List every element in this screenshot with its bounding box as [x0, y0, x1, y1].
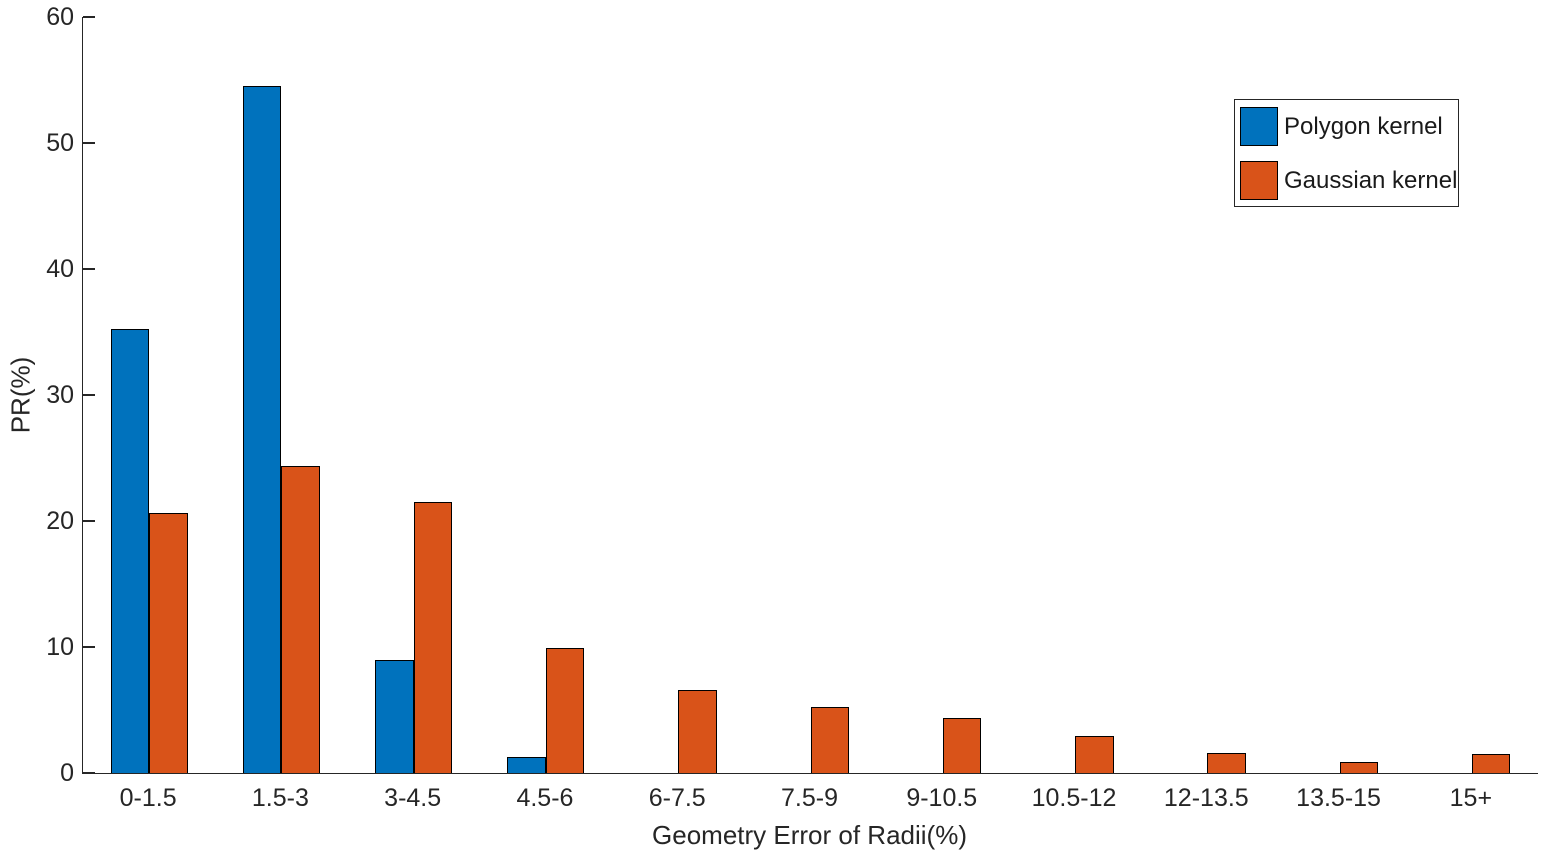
- legend-swatch-gaussian-kernel: [1240, 161, 1278, 200]
- y-axis-tick: [83, 772, 95, 774]
- y-axis-tick: [83, 142, 95, 144]
- bar-gaussian-kernel-12-13.5: [1207, 752, 1246, 773]
- y-tick-label: 20: [46, 507, 74, 535]
- bar-gaussian-kernel-13.5-15: [1339, 761, 1379, 773]
- legend-item: Gaussian kernel: [1235, 154, 1458, 208]
- x-tick-label: 15+: [1449, 784, 1493, 812]
- bar-polygon-kernel-1.5-3: [242, 86, 282, 773]
- bar-polygon-kernel-0-1.5: [110, 329, 150, 773]
- plot-area: [82, 16, 1538, 774]
- y-tick-label: 40: [46, 255, 74, 283]
- legend-label: Polygon kernel: [1284, 113, 1443, 140]
- bar-gaussian-kernel-0-1.5: [149, 513, 188, 773]
- y-axis-tick: [83, 646, 95, 648]
- y-tick-label: 30: [46, 381, 74, 409]
- x-tick-label: 12-13.5: [1163, 784, 1249, 812]
- y-axis-tick: [83, 268, 95, 270]
- x-tick-label: 3-4.5: [384, 784, 442, 812]
- bar-polygon-kernel-3-4.5: [375, 659, 414, 773]
- x-tick-label: 13.5-15: [1296, 784, 1381, 812]
- x-tick-label: 10.5-12: [1031, 784, 1117, 812]
- x-tick-label: 4.5-6: [516, 784, 574, 812]
- y-tick-label: 60: [46, 3, 74, 31]
- bar-gaussian-kernel-15+: [1471, 754, 1511, 773]
- x-tick-label: 6-7.5: [648, 784, 706, 812]
- x-tick-label: 9-10.5: [906, 784, 978, 812]
- x-axis-title: Geometry Error of Radii(%): [652, 820, 967, 850]
- bar-gaussian-kernel-9-10.5: [942, 717, 982, 773]
- legend-swatch-polygon-kernel: [1240, 107, 1278, 146]
- bar-gaussian-kernel-7.5-9: [810, 707, 849, 773]
- x-tick-label: 7.5-9: [781, 784, 838, 812]
- y-tick-label: 50: [46, 129, 74, 157]
- bar-gaussian-kernel-6-7.5: [678, 689, 717, 773]
- bar-polygon-kernel-4.5-6: [507, 756, 546, 773]
- bar-gaussian-kernel-10.5-12: [1075, 736, 1114, 773]
- legend: Polygon kernel Gaussian kernel: [1234, 99, 1459, 207]
- y-tick-label: 0: [60, 759, 74, 787]
- bar-gaussian-kernel-4.5-6: [545, 648, 585, 773]
- y-axis-tick: [83, 520, 95, 522]
- bar-gaussian-kernel-1.5-3: [281, 465, 320, 773]
- x-tick-label: 0-1.5: [119, 784, 177, 812]
- legend-item: Polygon kernel: [1235, 100, 1458, 154]
- legend-label: Gaussian kernel: [1284, 167, 1458, 194]
- y-axis-tick: [83, 394, 95, 396]
- y-tick-label: 10: [46, 633, 74, 661]
- bar-gaussian-kernel-3-4.5: [413, 502, 453, 773]
- y-axis-tick: [83, 16, 95, 18]
- x-tick-label: 1.5-3: [251, 784, 309, 812]
